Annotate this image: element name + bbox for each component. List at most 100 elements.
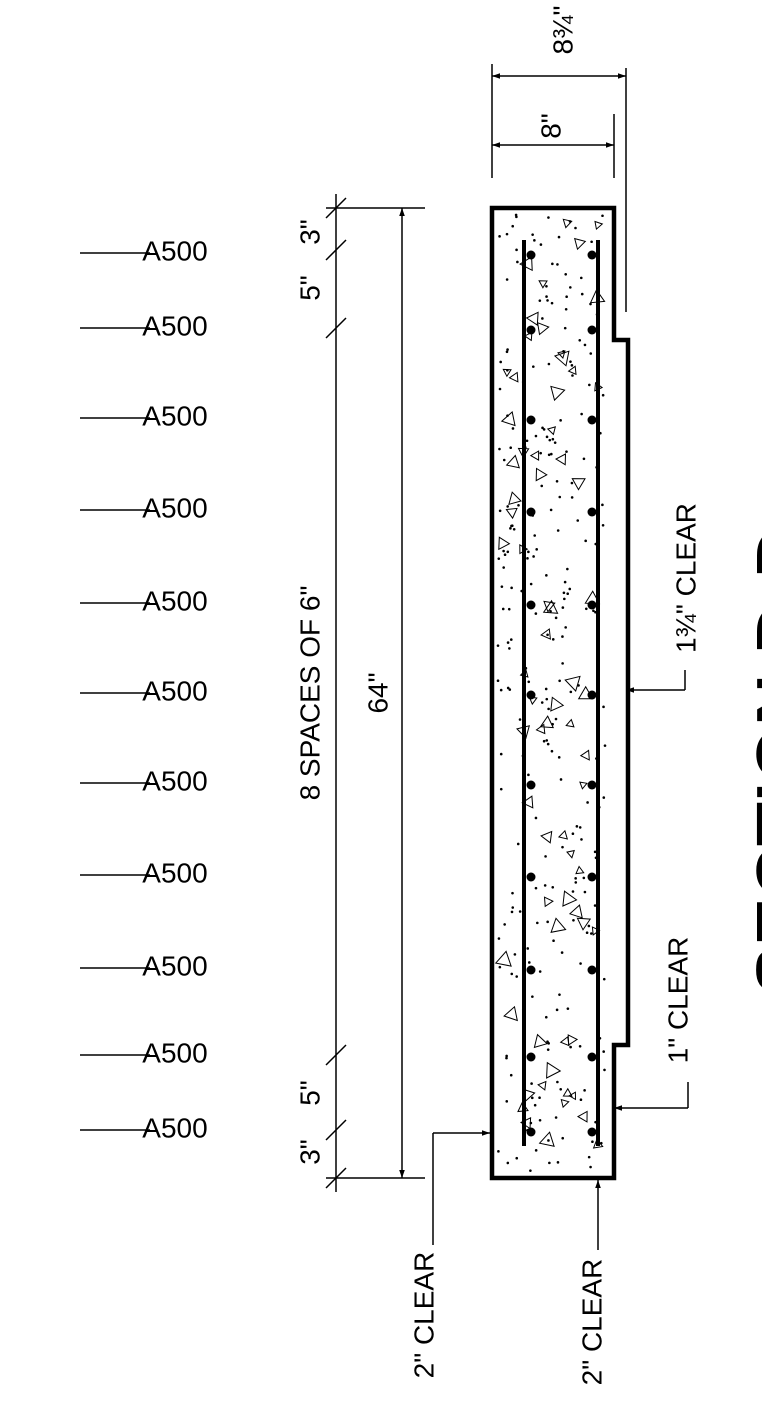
speck <box>538 299 542 302</box>
speck <box>580 838 583 841</box>
tick <box>325 317 347 339</box>
speck <box>496 644 500 647</box>
aggregate <box>557 350 566 359</box>
speck <box>584 539 587 543</box>
speck <box>550 749 554 753</box>
speck <box>499 787 503 791</box>
speck <box>506 348 509 351</box>
aggregate <box>565 718 575 728</box>
speck <box>526 557 529 560</box>
speck <box>579 276 583 280</box>
aggregate <box>535 723 546 735</box>
aggregate <box>508 491 522 506</box>
speck <box>499 688 503 692</box>
speck <box>565 295 568 299</box>
speck <box>541 426 544 430</box>
speck <box>546 742 550 746</box>
speck <box>551 437 555 441</box>
speck <box>496 679 500 683</box>
speck <box>579 962 582 965</box>
speck <box>571 890 575 893</box>
speck <box>572 918 575 922</box>
bar-label: A500 <box>142 765 207 796</box>
speck <box>560 951 564 954</box>
speck <box>601 503 604 507</box>
speck <box>534 886 538 890</box>
speck <box>511 224 515 228</box>
speck <box>589 352 593 355</box>
speck <box>529 1169 532 1172</box>
speck <box>505 232 509 236</box>
speck <box>589 1165 592 1169</box>
aggregate <box>573 237 587 251</box>
rebar-dot <box>526 507 536 517</box>
aggregate <box>568 1091 577 1101</box>
speck <box>601 214 604 218</box>
tick <box>325 1044 347 1066</box>
speck <box>546 633 549 637</box>
rebar-dot <box>526 600 536 610</box>
speck <box>545 697 549 701</box>
speck <box>554 616 558 620</box>
speck <box>527 550 530 554</box>
speck <box>563 326 567 330</box>
aggregate <box>521 795 534 809</box>
aggregate <box>553 350 570 367</box>
speck <box>503 553 507 557</box>
speck <box>549 508 553 512</box>
rebar-dot <box>587 965 597 975</box>
tick <box>325 1167 347 1189</box>
speck <box>580 412 583 416</box>
aggregate <box>498 536 511 551</box>
speck <box>558 993 561 996</box>
speck <box>545 284 548 288</box>
speck <box>517 503 520 507</box>
speck <box>561 606 565 609</box>
speck <box>590 932 593 935</box>
bar-label: A500 <box>142 235 207 266</box>
speck <box>569 1045 572 1049</box>
aggregate <box>562 1087 573 1097</box>
speck <box>531 995 534 998</box>
rebar-dot <box>587 325 597 335</box>
aggregate <box>566 849 575 859</box>
speck <box>603 744 607 747</box>
aggregate <box>557 829 569 840</box>
speck <box>511 906 515 909</box>
speck <box>570 364 574 367</box>
speck <box>570 496 574 499</box>
speck <box>586 801 589 804</box>
speck <box>502 458 506 462</box>
speck <box>538 1118 542 1122</box>
speck <box>500 585 504 588</box>
speck <box>540 484 544 488</box>
speck <box>587 924 591 928</box>
bar-label: A500 <box>142 1112 207 1143</box>
speck <box>561 662 564 665</box>
speck <box>559 778 563 781</box>
speck <box>555 479 559 483</box>
speck <box>547 707 550 711</box>
speck <box>540 701 544 704</box>
bar-label: A500 <box>142 675 207 706</box>
speck <box>578 826 582 829</box>
aggregate <box>550 385 566 402</box>
speck <box>518 718 522 721</box>
aggregate <box>535 467 548 482</box>
speck <box>545 435 549 439</box>
aggregate <box>567 1034 579 1046</box>
speck <box>515 215 518 219</box>
speck <box>556 1080 559 1084</box>
speck <box>548 1161 551 1165</box>
speck <box>582 876 586 880</box>
aggregate <box>576 1110 588 1123</box>
speck <box>569 286 572 289</box>
speck <box>509 638 513 641</box>
aggregate <box>500 411 516 427</box>
speck <box>499 360 502 364</box>
aggregate <box>537 1080 547 1091</box>
speck <box>509 1073 513 1077</box>
speck <box>588 383 591 387</box>
